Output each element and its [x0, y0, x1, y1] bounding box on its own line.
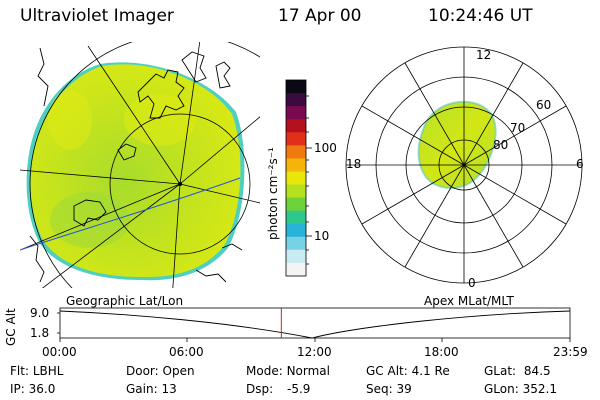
colorbar-segment — [286, 158, 306, 173]
timeline-y-tick-9: 9.0 — [30, 306, 50, 320]
timeline-x-tick-1800: 18:00 — [424, 345, 459, 359]
colorbar-tick-10: 10 — [314, 229, 330, 243]
colorbar-unit-label: photon cm⁻²s⁻¹ — [266, 147, 280, 240]
gain-readout: Gain: 13 — [126, 382, 177, 396]
colorbar-segment — [286, 249, 306, 264]
mode-readout: Mode: Normal — [246, 364, 330, 378]
mlt-label-0: 0 — [468, 276, 476, 290]
timeline-right-title: Apex MLat/MLT — [424, 294, 514, 308]
dsp-readout: Dsp: -5.9 — [246, 382, 310, 396]
instrument-title: Ultraviolet Imager — [20, 6, 174, 26]
geographic-image — [20, 42, 260, 288]
colorbar-segment — [286, 184, 306, 199]
aurora-oval — [418, 101, 496, 189]
colorbar-segment — [286, 197, 306, 212]
gcalt-readout: GC Alt: 4.1 Re — [366, 364, 450, 378]
timeline-x-tick-1200: 12:00 — [297, 345, 332, 359]
timeline-x-tick-2359: 23:59 — [553, 345, 588, 359]
flt-readout: Flt: LBHL — [10, 364, 63, 378]
colorbar — [286, 80, 306, 277]
timeline-y-axis-label: GC Alt — [4, 308, 18, 346]
timeline-x-tick-0000: 00:00 — [42, 345, 77, 359]
mlt-label-12: 12 — [476, 48, 492, 62]
altitude-timeline — [57, 307, 571, 342]
door-readout: Door: Open — [126, 364, 195, 378]
polar-plot — [345, 46, 583, 284]
colorbar-segment — [286, 236, 306, 251]
colorbar-segment — [286, 223, 306, 238]
ip-readout: IP: 36.0 — [10, 382, 55, 396]
gain-label: Gain: — [126, 382, 158, 396]
colorbar-tick-100: 100 — [314, 141, 337, 155]
gain-value: 13 — [161, 382, 177, 396]
glat-value: 84.5 — [523, 364, 551, 378]
glon-readout: GLon: 352.1 — [484, 382, 557, 396]
door-value: Open — [162, 364, 195, 378]
dsp-value: -5.9 — [286, 382, 311, 396]
mlat-label-60: 60 — [536, 98, 552, 112]
seq-readout: Seq: 39 — [366, 382, 412, 396]
colorbar-segment — [286, 262, 306, 277]
mode-label: Mode: — [246, 364, 283, 378]
glat-readout: GLat: 84.5 — [484, 364, 551, 378]
seq-value: 39 — [396, 382, 412, 396]
mlat-label-70: 70 — [510, 121, 526, 135]
terminator-line — [20, 177, 241, 251]
altitude-curve — [59, 310, 571, 339]
time-label: 10:24:46 UT — [428, 6, 533, 26]
colorbar-segment — [286, 132, 306, 146]
timeline-y-tick-1-8: 1.8 — [30, 326, 50, 340]
colorbar-segment — [286, 106, 306, 120]
colorbar-segment — [286, 171, 306, 186]
mode-value: Normal — [286, 364, 330, 378]
pole-marker — [178, 182, 182, 186]
colorbar-segment — [286, 145, 306, 159]
colorbar-segment — [286, 210, 306, 225]
colorbar-segment — [286, 93, 306, 107]
ip-label: IP: — [10, 382, 25, 396]
gcalt-value: 4.1 Re — [411, 364, 450, 378]
date-label: 17 Apr 00 — [278, 6, 362, 26]
coastlines — [29, 47, 243, 283]
gcalt-label: GC Alt: — [366, 364, 408, 378]
dsp-label: Dsp: — [246, 382, 274, 396]
colorbar-segment — [286, 80, 306, 94]
graticule — [20, 42, 260, 288]
colorbar-segment — [286, 119, 306, 133]
glon-value: 352.1 — [522, 382, 557, 396]
mlt-label-18: 18 — [346, 157, 362, 171]
door-label: Door: — [126, 364, 159, 378]
timeline-left-title: Geographic Lat/Lon — [66, 294, 184, 308]
timeline-x-tick-0600: 06:00 — [169, 345, 204, 359]
flt-value: LBHL — [32, 364, 64, 378]
mlt-label-6: 6 — [576, 157, 584, 171]
mlat-label-80: 80 — [493, 138, 509, 152]
glat-label: GLat: — [484, 364, 517, 378]
glon-label: GLon: — [484, 382, 519, 396]
ip-value: 36.0 — [28, 382, 56, 396]
flt-label: Flt: — [10, 364, 29, 378]
seq-label: Seq: — [366, 382, 393, 396]
